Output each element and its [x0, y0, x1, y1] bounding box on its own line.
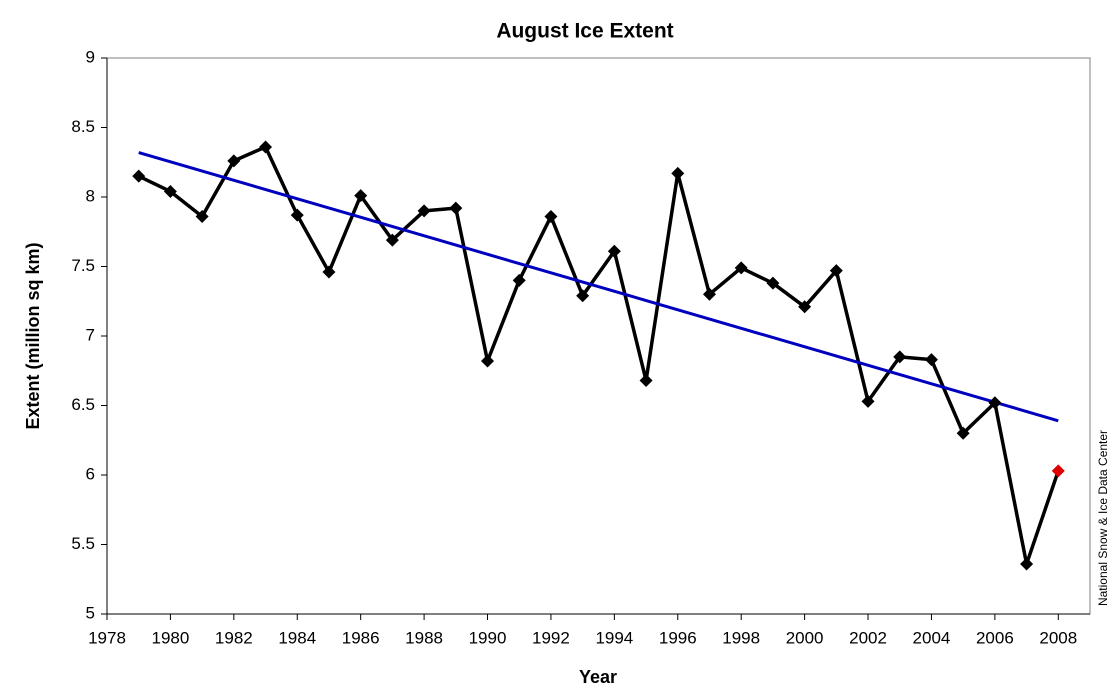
y-axis-title: Extent (million sq km)	[23, 242, 43, 429]
data-point	[639, 373, 653, 387]
data-point	[671, 166, 685, 180]
x-tick-label: 2006	[976, 628, 1014, 647]
data-point	[607, 244, 621, 258]
x-tick-label: 1982	[215, 628, 253, 647]
data-point	[163, 184, 177, 198]
x-tick-label: 2008	[1039, 628, 1077, 647]
y-tick-label: 8.5	[71, 117, 95, 136]
data-point	[861, 394, 875, 408]
data-point	[259, 140, 273, 154]
data-point	[354, 189, 368, 203]
data-point	[988, 396, 1002, 410]
x-tick-label: 1990	[469, 628, 507, 647]
data-point	[893, 350, 907, 364]
x-tick-label: 1986	[342, 628, 380, 647]
y-tick-label: 9	[86, 47, 95, 66]
data-point	[956, 426, 970, 440]
data-point	[512, 273, 526, 287]
y-tick-label: 8	[86, 186, 95, 205]
data-point	[449, 201, 463, 215]
x-tick-label: 1992	[532, 628, 570, 647]
data-point	[227, 154, 241, 168]
data-point	[544, 209, 558, 223]
x-tick-label: 1998	[722, 628, 760, 647]
x-tick-label: 2000	[786, 628, 824, 647]
y-tick-label: 5.5	[71, 534, 95, 553]
data-point	[1020, 557, 1034, 571]
data-point	[132, 169, 146, 183]
y-tick-label: 6.5	[71, 395, 95, 414]
data-point	[829, 264, 843, 278]
data-point	[576, 289, 590, 303]
data-point	[481, 354, 495, 368]
y-tick-label: 7	[86, 325, 95, 344]
plot-area	[106, 57, 1091, 615]
chart-title: August Ice Extent	[496, 20, 673, 43]
data-point	[734, 261, 748, 275]
y-tick-label: 6	[86, 464, 95, 483]
data-point	[1051, 464, 1065, 478]
x-tick-label: 1980	[152, 628, 190, 647]
data-point	[322, 265, 336, 279]
data-point	[766, 276, 780, 290]
data-point	[702, 287, 716, 301]
x-axis-title: Year	[579, 667, 617, 687]
x-tick-label: 1996	[659, 628, 697, 647]
x-tick-label: 1978	[88, 628, 126, 647]
x-tick-label: 1988	[405, 628, 443, 647]
y-tick-label: 5	[86, 603, 95, 622]
source-note: National Snow & Ice Data Center	[1096, 430, 1110, 606]
data-point	[924, 353, 938, 367]
trend-line	[138, 151, 1059, 423]
data-point	[290, 208, 304, 222]
data-point	[798, 300, 812, 314]
data-line	[137, 145, 1060, 566]
data-point	[195, 209, 209, 223]
x-tick-label: 1984	[278, 628, 316, 647]
y-tick-label: 7.5	[71, 256, 95, 275]
x-tick-label: 2004	[913, 628, 951, 647]
x-tick-label: 2002	[849, 628, 887, 647]
x-tick-label: 1994	[595, 628, 633, 647]
data-point	[417, 204, 431, 218]
data-point	[385, 233, 399, 247]
